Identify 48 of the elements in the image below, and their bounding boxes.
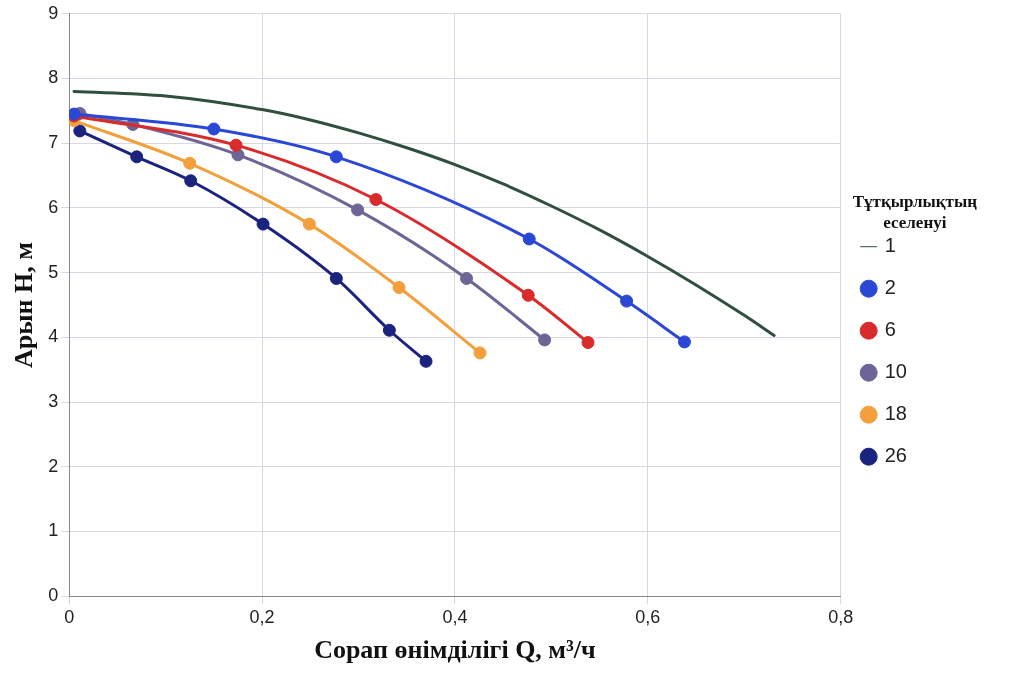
point — [229, 138, 243, 152]
point — [73, 124, 87, 138]
point — [130, 150, 144, 164]
legend-label: 26 — [884, 444, 907, 467]
point — [256, 217, 270, 231]
point — [184, 174, 198, 188]
x-tick-label: 0,6 — [635, 606, 661, 627]
point — [392, 281, 406, 295]
legend-label: 1 — [884, 234, 896, 257]
y-tick-label: 1 — [48, 520, 59, 541]
point — [329, 271, 343, 285]
line-series — [72, 89, 776, 337]
legend-label: 2 — [884, 276, 896, 299]
x-tick-label: 0,2 — [249, 606, 275, 627]
point — [522, 232, 536, 246]
y-tick-label: 4 — [48, 326, 59, 347]
point — [183, 156, 197, 170]
point — [207, 122, 221, 136]
point — [460, 271, 474, 285]
x-axis-title: Сорап өнімділігі Q, м³/ч — [314, 635, 596, 665]
y-tick-label: 9 — [48, 2, 59, 23]
point — [351, 203, 365, 217]
y-tick-label: 3 — [48, 391, 59, 412]
point — [419, 354, 433, 368]
legend-title: Тұтқырлықтың еселенуі — [852, 192, 978, 232]
point — [302, 217, 316, 231]
x-tick-label: 0,8 — [828, 606, 854, 627]
point — [521, 288, 535, 302]
point — [369, 193, 383, 207]
point — [473, 346, 487, 360]
y-tick-label: 7 — [48, 132, 59, 153]
legend-label: 18 — [884, 402, 907, 425]
y-tick-label: 0 — [48, 585, 59, 606]
point — [677, 335, 691, 349]
x-tick-label: 0 — [64, 606, 75, 627]
legend-label: 10 — [884, 360, 907, 383]
point — [620, 294, 634, 308]
point — [538, 333, 552, 347]
x-tick-label: 0,4 — [442, 606, 468, 627]
point — [581, 336, 595, 350]
y-tick-label: 2 — [48, 455, 59, 476]
legend-label: 6 — [884, 318, 896, 341]
y-tick-label: 6 — [48, 196, 59, 217]
y-tick-label: 5 — [48, 261, 59, 282]
point — [329, 150, 343, 164]
y-tick-label: 8 — [48, 67, 59, 88]
point — [382, 323, 396, 337]
y-axis-title: Арын H, м — [9, 242, 39, 368]
